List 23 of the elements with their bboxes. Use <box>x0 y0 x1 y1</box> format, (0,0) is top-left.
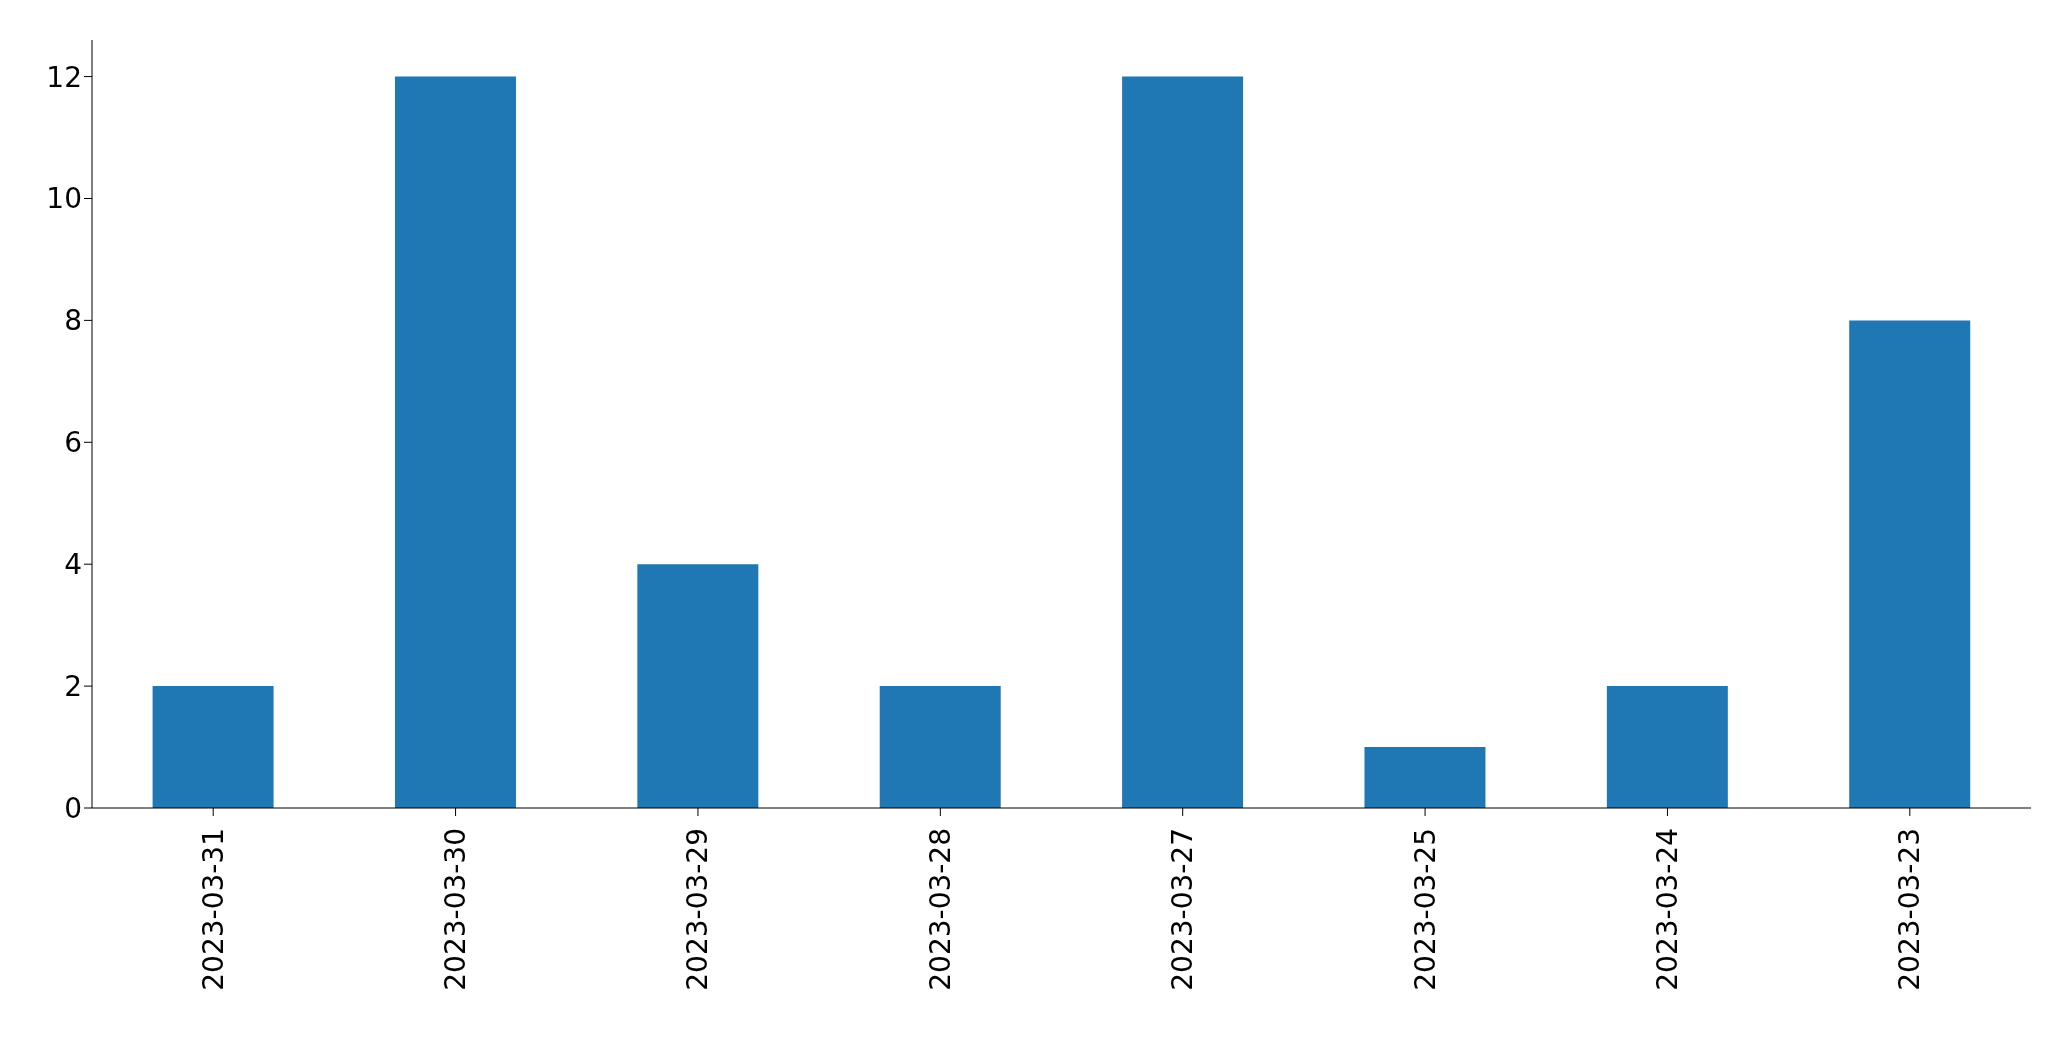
y-tick-label: 6 <box>64 426 82 460</box>
bar <box>1364 747 1486 808</box>
y-tick-label: 12 <box>46 60 82 94</box>
bar <box>394 76 516 808</box>
x-tick-label: 2023-03-30 <box>439 828 473 991</box>
bar <box>152 686 274 808</box>
x-tick-label: 2023-03-23 <box>1893 828 1927 991</box>
x-tick-label: 2023-03-25 <box>1408 828 1442 991</box>
y-tick-label: 10 <box>46 182 82 216</box>
y-tick-label: 8 <box>64 304 82 338</box>
bar <box>637 564 759 808</box>
y-tick-label: 0 <box>64 791 82 825</box>
x-tick-label: 2023-03-27 <box>1166 828 1200 991</box>
y-tick-label: 2 <box>64 670 82 704</box>
x-tick-label: 2023-03-29 <box>681 828 715 991</box>
bar <box>1606 686 1728 808</box>
x-tick-label: 2023-03-28 <box>923 828 957 991</box>
y-tick-label: 4 <box>64 548 82 582</box>
x-tick-label: 2023-03-31 <box>196 828 230 991</box>
x-tick-label: 2023-03-24 <box>1650 828 1684 991</box>
bar <box>1849 320 1971 808</box>
bar <box>879 686 1001 808</box>
bar <box>1122 76 1244 808</box>
